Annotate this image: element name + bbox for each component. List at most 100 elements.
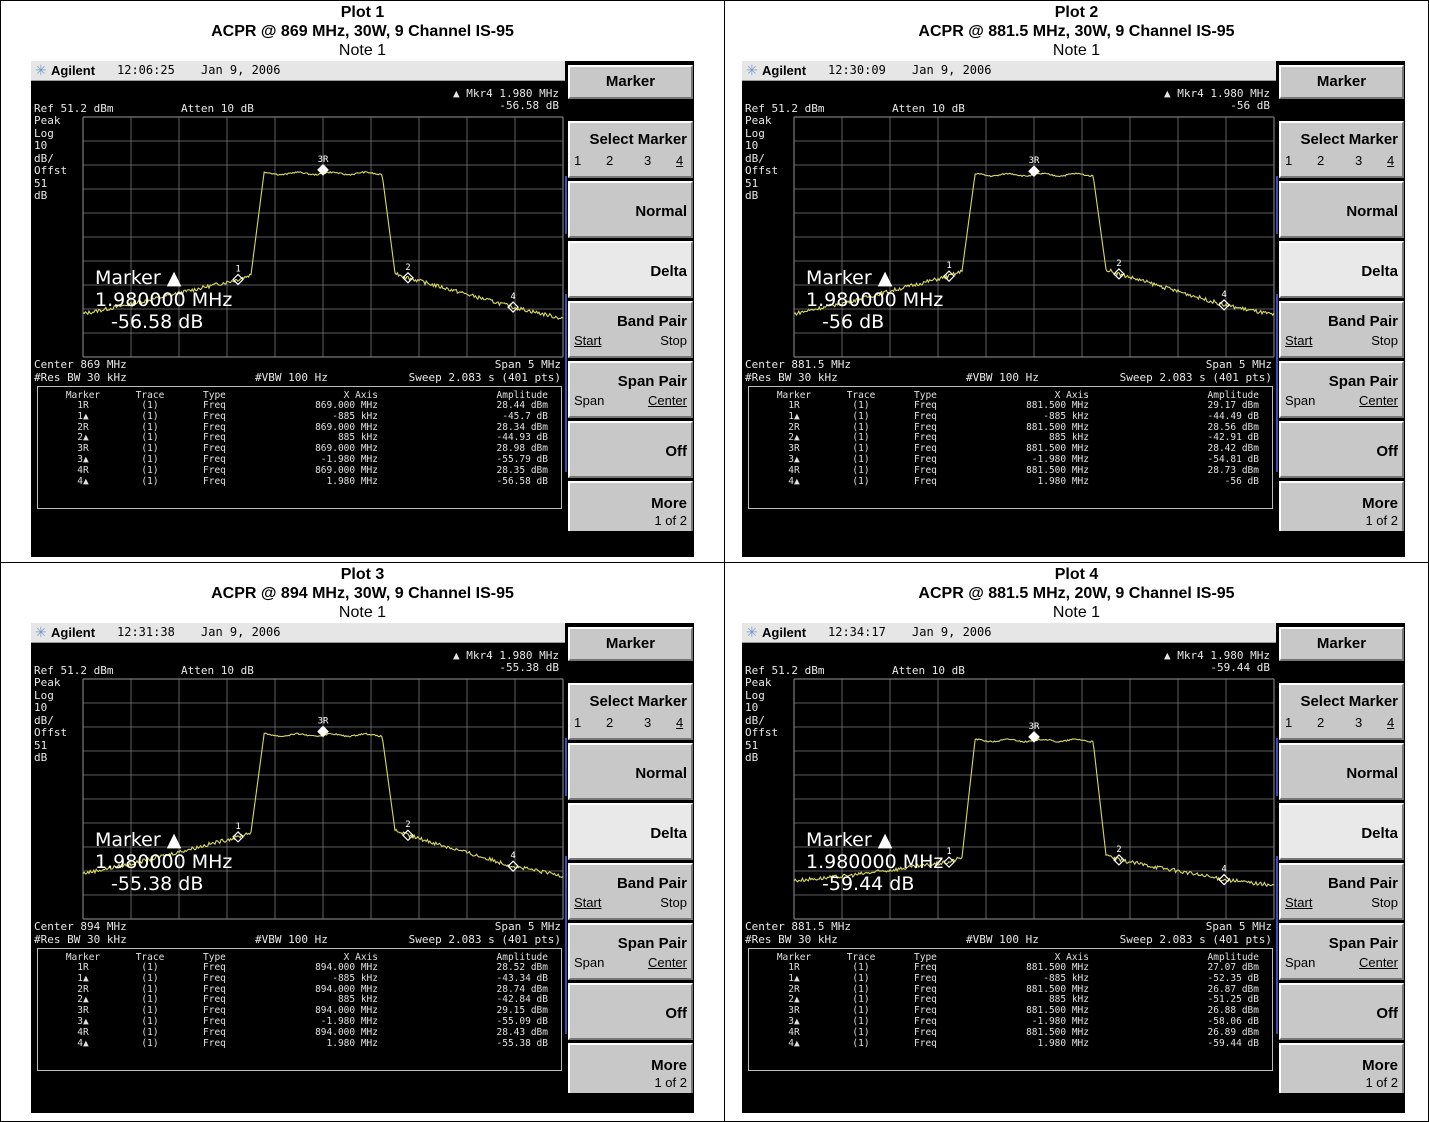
marker-number-label: 4: [510, 292, 515, 302]
delta-button[interactable]: Delta: [568, 241, 693, 298]
vbw: #VBW 100 Hz: [966, 933, 1039, 946]
screen-header: ✳ Agilent 12:34:17 Jan 9, 2006: [742, 623, 1276, 643]
status-bar: [31, 531, 693, 549]
band-pair-stop: Stop: [660, 333, 687, 348]
marker-number-label: 2: [1116, 845, 1121, 855]
more-button[interactable]: More 1 of 2: [568, 481, 693, 538]
time-label: 12:34:17: [828, 625, 886, 639]
marker-diamond: [1113, 268, 1125, 280]
marker-diamond: [1113, 854, 1125, 866]
softkey-indicator: [565, 856, 567, 1034]
table-cell: 4R: [788, 464, 800, 476]
table-cell: 1.980 MHz: [326, 1037, 378, 1049]
scale-label: 51: [34, 738, 48, 752]
marker-value: -56 dB: [822, 311, 885, 333]
table-row: 1▲ (1) Freq -885 kHz -45.7 dB: [38, 410, 561, 422]
table-cell: Freq: [203, 1005, 226, 1017]
table-cell: 2R: [788, 421, 800, 433]
band-pair-button[interactable]: Band Pair Start Stop: [1279, 863, 1404, 920]
span-pair-button[interactable]: Span Pair Span Center: [1279, 923, 1404, 980]
span-pair-button[interactable]: Span Pair Span Center: [1279, 361, 1404, 418]
normal-button[interactable]: Normal: [1279, 743, 1404, 800]
atten-label: Atten 10 dB: [892, 102, 965, 115]
select-marker-button[interactable]: Select Marker 1 2 3 4: [1279, 121, 1404, 178]
scale-label: Offst: [745, 164, 779, 177]
table-row: 1R (1) Freq 881.500 MHz 27.07 dBm: [749, 963, 1272, 973]
table-cell: -59.44 dB: [1207, 1037, 1259, 1049]
softkey-indicator: [565, 738, 567, 796]
normal-button[interactable]: Normal: [568, 181, 693, 238]
table-cell: -56.58 dB: [496, 475, 548, 487]
more-button[interactable]: More 1 of 2: [568, 1043, 693, 1100]
table-cell: -1.980 MHz: [320, 454, 378, 465]
select-marker-label: Select Marker: [589, 693, 687, 710]
normal-button[interactable]: Normal: [568, 743, 693, 800]
band-pair-button[interactable]: Band Pair Start Stop: [1279, 301, 1404, 358]
select-marker-button[interactable]: Select Marker 1 2 3 4: [1279, 683, 1404, 740]
table-cell: 3▲: [77, 454, 89, 465]
off-button[interactable]: Off: [568, 983, 693, 1040]
table-row: 2R (1) Freq 881.500 MHz 28.56 dBm: [749, 421, 1272, 433]
span-label: Span 5 MHz: [494, 358, 561, 371]
table-cell: Freq: [914, 962, 937, 973]
table-cell: Freq: [203, 983, 226, 995]
scale-label: Peak: [34, 114, 61, 127]
spectrum-graph: 1 2 3R 4: [793, 116, 1275, 358]
select-marker-1: 1: [1285, 153, 1293, 168]
table-cell: 4R: [788, 1026, 800, 1038]
normal-button[interactable]: Normal: [1279, 181, 1404, 238]
span-pair-button[interactable]: Span Pair Span Center: [568, 923, 693, 980]
table-cell: (1): [852, 972, 870, 984]
table-cell: 881.500 MHz: [1026, 1026, 1089, 1038]
plot-subtitle: ACPR @ 869 MHz, 30W, 9 Channel IS-95: [211, 23, 514, 40]
scale-label: dB/: [745, 151, 765, 165]
delta-button[interactable]: Delta: [1279, 241, 1404, 298]
table-cell: (1): [852, 443, 870, 455]
more-button[interactable]: More 1 of 2: [1279, 1043, 1404, 1100]
table-cell: 894.000 MHz: [315, 1026, 378, 1038]
table-cell: 28.44 dBm: [496, 400, 548, 411]
delta-button[interactable]: Delta: [1279, 803, 1404, 860]
span-pair-button[interactable]: Span Pair Span Center: [568, 361, 693, 418]
table-cell: Amplitude: [1207, 390, 1259, 401]
plot-subtitle: ACPR @ 881.5 MHz, 20W, 9 Channel IS-95: [918, 585, 1235, 602]
status-bar: [31, 1093, 693, 1111]
normal-label: Normal: [635, 203, 687, 220]
off-button[interactable]: Off: [1279, 421, 1404, 478]
table-row: 3▲ (1) Freq -1.980 MHz -54.81 dB: [749, 455, 1272, 465]
off-label: Off: [1376, 1005, 1398, 1022]
table-cell: X Axis: [1054, 390, 1089, 401]
table-cell: (1): [141, 400, 159, 411]
select-marker-4: 4: [676, 715, 684, 730]
band-pair-start: Start: [574, 895, 602, 910]
menu-title: Marker: [568, 65, 693, 99]
span-label: Span 5 MHz: [494, 920, 561, 933]
table-cell: 28.74 dBm: [496, 983, 548, 995]
delta-button[interactable]: Delta: [568, 803, 693, 860]
off-button[interactable]: Off: [1279, 983, 1404, 1040]
table-cell: -885 kHz: [332, 410, 378, 422]
table-row: 4▲ (1) Freq 1.980 MHz -55.38 dB: [38, 1037, 561, 1049]
table-cell: 1▲: [77, 410, 89, 422]
off-button[interactable]: Off: [568, 421, 693, 478]
brand-label: Agilent: [762, 63, 807, 78]
table-cell: Freq: [203, 1016, 226, 1027]
table-cell: 1R: [77, 400, 89, 411]
more-page: 1 of 2: [1365, 513, 1398, 528]
select-marker-button[interactable]: Select Marker 1 2 3 4: [568, 683, 693, 740]
mkr-readout-value: -55.38 dB: [499, 661, 559, 674]
scale-label: 10: [745, 139, 759, 152]
select-marker-button[interactable]: Select Marker 1 2 3 4: [568, 121, 693, 178]
mkr-readout-freq: ▲ Mkr4 1.980 MHz: [1164, 87, 1270, 100]
table-cell: 885 kHz: [337, 994, 378, 1006]
res-bw: #Res BW 30 kHz: [34, 933, 127, 946]
band-pair-button[interactable]: Band Pair Start Stop: [568, 301, 693, 358]
more-button[interactable]: More 1 of 2: [1279, 481, 1404, 538]
menu-title: Marker: [568, 627, 693, 661]
scale-label: Peak: [745, 676, 772, 689]
band-pair-button[interactable]: Band Pair Start Stop: [568, 863, 693, 920]
table-cell: (1): [141, 972, 159, 984]
table-cell: -54.81 dB: [1207, 454, 1259, 465]
table-cell: 26.88 dBm: [1207, 1005, 1259, 1017]
plot-title: Plot 1: [340, 4, 385, 21]
